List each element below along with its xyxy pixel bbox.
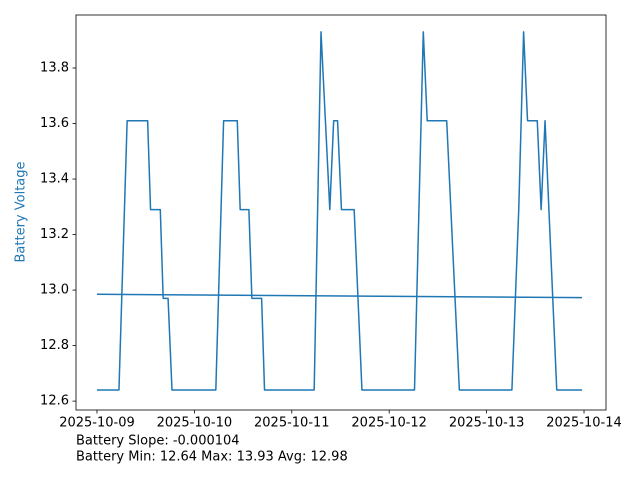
y-tick-label: 12.8 (40, 338, 69, 353)
line (96, 31, 583, 391)
annotation: Battery Min: 12.64 Max: 13.93 Avg: 12.98 (76, 450, 348, 465)
y-tick-label: 13.8 (40, 61, 69, 76)
y-tick-label: 13.0 (40, 283, 69, 298)
annotation: Battery Slope: -0.000104 (76, 434, 240, 449)
plot-frame (75, 14, 607, 411)
y-tick-label: 13.2 (40, 227, 69, 242)
x-tick-label: 2025-10-11 (254, 416, 330, 431)
x-tick-label: 2025-10-10 (157, 416, 233, 431)
y-tick-label: 13.4 (40, 172, 69, 187)
y-axis-label: Battery Voltage (14, 161, 29, 262)
x-tick-label: 2025-10-13 (449, 416, 525, 431)
y-tick-label: 13.6 (40, 116, 69, 131)
x-tick-label: 2025-10-09 (59, 416, 135, 431)
x-tick-label: 2025-10-12 (351, 416, 427, 431)
y-tick-label: 12.6 (40, 394, 69, 409)
x-tick-label: 2025-10-14 (546, 416, 622, 431)
line (96, 293, 583, 299)
